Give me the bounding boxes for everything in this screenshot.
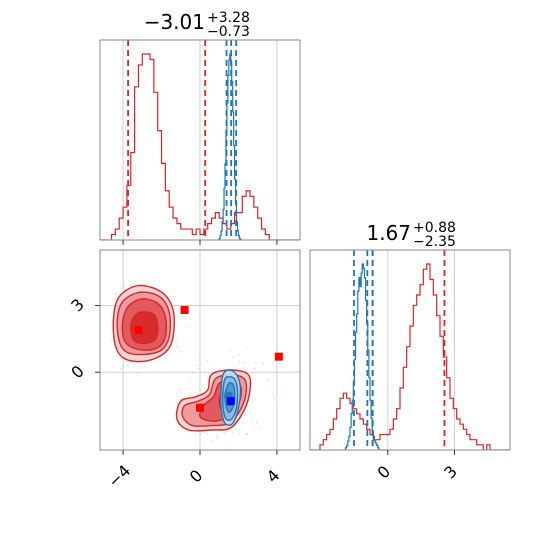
sample-dot [198,359,201,361]
sample-dot [244,414,246,416]
sample-dot [241,362,244,364]
title-param-1-main: −3.01 [144,10,205,34]
sample-dot [215,434,218,437]
marks-2d [109,284,283,450]
title-param-2: 1.67 +0.88 −2.35 [366,220,455,250]
panel-hist-param-1 [99,39,301,245]
sample-dot [223,431,226,434]
sample-dot [272,396,275,399]
grid-hist-param-1 [122,40,278,240]
sample-dot [271,393,274,396]
title-param-2-main: 1.67 [366,221,411,245]
y-tick-label-param-2: 3 [67,295,88,316]
sample-dot [127,364,130,367]
sample-dot [137,365,140,368]
x-tick-label-param-2: 0 [374,462,395,483]
marks-hist-param-2 [310,250,510,450]
hist-param-1-series-0 [100,53,300,240]
sample-dot [192,371,194,374]
sample-dot [225,361,228,363]
ticks-hist-param-2 [387,450,455,455]
sample-dot [260,426,262,429]
sample-dot [143,365,146,368]
marker-series-1-0 [226,397,235,406]
hist-param-2-series-1 [343,263,388,450]
sample-dot [245,369,248,372]
title-param-2-plus: +0.88 [413,220,456,236]
sample-dot [248,412,251,415]
sample-dot [250,416,253,419]
sample-dot [225,447,228,450]
sample-dot [254,367,256,370]
sample-dot [229,348,232,351]
marks-hist-param-1 [100,40,300,240]
x-tick-label-param-2: 3 [440,462,461,483]
ticks-hist-param-1 [122,240,278,245]
sample-dot [255,361,257,364]
contour-upper-left-level-3 [129,311,159,345]
sample-dot [273,399,276,401]
x-tick-label-param-1: 4 [263,466,284,487]
sample-dot [196,364,199,367]
sample-dot [185,324,188,327]
sample-dot [109,339,112,342]
y-tick-label-param-2: 0 [67,362,88,383]
ticks-2d [95,305,278,455]
grid-hist-param-2 [387,250,455,450]
sample-dot [211,439,214,442]
sample-dot [245,346,248,349]
sample-dot [225,430,228,432]
sample-dot [266,379,269,382]
sample-dot [245,432,248,435]
title-param-2-minus: −2.35 [413,234,456,250]
sample-dot [193,411,196,414]
sample-dot [203,393,206,396]
marker-series-0-3 [274,352,283,361]
sample-dot [188,380,191,383]
marker-series-0-1 [180,306,189,314]
sample-dot [238,360,241,363]
title-param-1-minus: −0.73 [207,24,250,40]
hist-param-2-series-0 [310,263,510,450]
hist-param-1-series-1 [217,53,243,240]
sample-dot [252,419,255,422]
sample-dot [123,284,125,287]
marker-series-0-0 [134,326,143,334]
panel-hist-param-2 [309,249,511,455]
x-tick-label-param-1: 0 [186,466,207,487]
sample-dot [238,433,241,435]
sample-dot [114,292,117,295]
sample-dot [176,345,179,348]
sample-dot [175,401,178,404]
sample-dot [231,356,234,359]
panel-2d-param-1-param-2 [95,249,301,455]
sample-dot [271,387,274,390]
title-param-1-plus: +3.28 [207,10,250,26]
sample-dot [178,388,181,391]
sample-dot [255,421,258,424]
frame-hist-param-2 [309,249,511,451]
sample-dot [119,357,122,360]
sample-dot [206,433,209,435]
title-param-1: −3.01 +3.28 −0.73 [144,10,250,40]
sample-dot [216,437,219,440]
sample-dot [202,431,205,434]
sample-dot [241,421,244,424]
sample-dot [178,351,181,353]
sample-dot [206,359,209,362]
sample-dot [178,347,181,349]
sample-dot [237,354,240,356]
sample-dot [231,432,234,434]
sample-dot [119,367,122,370]
sample-dot [175,340,178,343]
sample-dot [262,362,264,365]
marker-series-0-2 [196,403,204,412]
sample-dot [198,367,200,370]
sample-dot [136,373,139,376]
x-tick-label-param-1: −4 [104,461,134,491]
sample-dot [246,433,249,435]
sample-dot [200,432,203,435]
